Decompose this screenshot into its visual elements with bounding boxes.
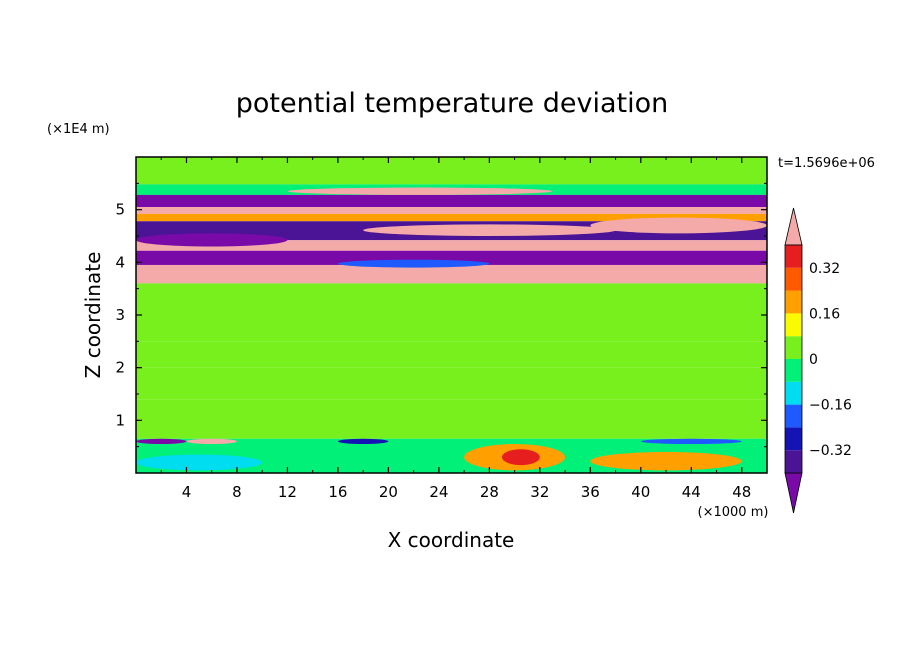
y-tick-label: 4 bbox=[115, 253, 125, 271]
y-axis: 1 2 3 4 5 bbox=[115, 182, 767, 448]
x-tick-label: 24 bbox=[429, 483, 448, 501]
contour-feature bbox=[337, 259, 490, 268]
chart-title: potential temperature deviation bbox=[236, 88, 668, 119]
x-tick-label: 28 bbox=[480, 483, 499, 501]
colorbar-label: −0.32 bbox=[809, 443, 852, 459]
colorbar: 0.32 0.16 0 −0.16 −0.32 bbox=[784, 207, 852, 514]
colorbar-segment bbox=[785, 267, 802, 291]
colorbar-segment bbox=[785, 450, 802, 473]
colorbar-segment bbox=[785, 404, 802, 428]
colorbar-label: 0.16 bbox=[809, 306, 840, 322]
contour-feature bbox=[287, 187, 553, 195]
contour-band bbox=[136, 264, 767, 284]
y-tick-label: 1 bbox=[115, 411, 125, 429]
colorbar-frame bbox=[784, 244, 803, 474]
y-tick-label: 3 bbox=[115, 306, 125, 324]
contour-feature bbox=[501, 449, 540, 466]
x-tick-label: 8 bbox=[232, 483, 242, 501]
colorbar-label: 0.32 bbox=[809, 261, 840, 277]
contour-band bbox=[136, 207, 767, 214]
contour-band bbox=[136, 157, 767, 185]
x-axis-title: X coordinate bbox=[388, 528, 515, 552]
contour-feature bbox=[136, 454, 263, 471]
x-tick-label: 4 bbox=[182, 483, 192, 501]
x-tick-label: 48 bbox=[732, 483, 751, 501]
x-unit-label: (×1000 m) bbox=[698, 505, 769, 520]
contour-feature bbox=[337, 438, 389, 445]
y-unit-label: (×1E4 m) bbox=[47, 122, 110, 137]
x-tick-label: 20 bbox=[379, 483, 398, 501]
contour-band bbox=[136, 250, 767, 265]
contour-feature bbox=[186, 438, 237, 445]
colorbar-segment bbox=[785, 381, 802, 405]
colorbar-segment bbox=[785, 245, 802, 268]
colorbar-segment bbox=[785, 427, 802, 451]
y-tick-label: 5 bbox=[115, 201, 125, 219]
colorbar-min-triangle bbox=[784, 472, 803, 514]
x-tick-label: 12 bbox=[278, 483, 297, 501]
y-axis-title: Z coordinate bbox=[81, 252, 105, 379]
contour-feature bbox=[590, 451, 742, 471]
contour-band bbox=[136, 283, 767, 342]
x-tick-label: 36 bbox=[581, 483, 600, 501]
contour-feature bbox=[262, 264, 414, 274]
colorbar-segment bbox=[785, 290, 802, 314]
time-label: t=1.5696e+06 bbox=[778, 156, 875, 171]
colorbar-segment bbox=[785, 313, 802, 337]
contour-feature bbox=[640, 438, 742, 445]
y-tick-label: 2 bbox=[115, 359, 125, 377]
colorbar-label: −0.16 bbox=[809, 398, 852, 414]
x-tick-label: 40 bbox=[631, 483, 650, 501]
contour-feature bbox=[136, 233, 288, 247]
x-axis: 4 8 12 16 20 24 28 32 36 40 44 48 bbox=[160, 157, 751, 501]
x-tick-label: 32 bbox=[530, 483, 549, 501]
contour-feature bbox=[590, 217, 767, 234]
contour-band bbox=[136, 194, 767, 208]
contour-band bbox=[136, 399, 767, 439]
contour-feature bbox=[363, 224, 616, 236]
contour-band bbox=[136, 240, 767, 251]
contour-band bbox=[136, 341, 767, 368]
colorbar-segment bbox=[785, 336, 802, 359]
contour-feature bbox=[136, 438, 187, 445]
colorbar-segment bbox=[785, 359, 802, 382]
colorbar-label: 0 bbox=[809, 352, 818, 368]
colorbar-max-triangle bbox=[784, 207, 803, 246]
x-tick-label: 16 bbox=[328, 483, 347, 501]
x-tick-label: 44 bbox=[682, 483, 701, 501]
plot-area bbox=[136, 157, 767, 473]
contour-band bbox=[136, 213, 767, 222]
contour-band bbox=[136, 367, 767, 400]
